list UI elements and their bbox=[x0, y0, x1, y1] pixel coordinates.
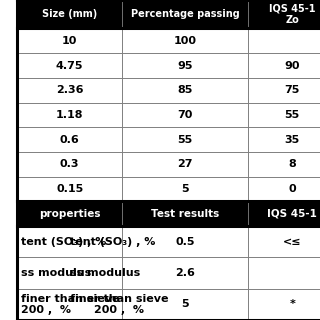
Bar bbox=[17, 226, 123, 257]
Bar bbox=[248, 289, 320, 320]
Bar bbox=[123, 53, 248, 78]
Text: 75: 75 bbox=[284, 85, 300, 95]
Text: 85: 85 bbox=[177, 85, 193, 95]
Bar bbox=[248, 257, 320, 289]
Text: 0.5: 0.5 bbox=[175, 237, 195, 247]
Text: 55: 55 bbox=[177, 135, 193, 145]
Bar bbox=[123, 127, 248, 152]
Bar bbox=[248, 28, 320, 53]
Text: *: * bbox=[289, 299, 295, 309]
Text: 5: 5 bbox=[181, 299, 189, 309]
Text: 0.15: 0.15 bbox=[56, 184, 83, 194]
Bar bbox=[17, 0, 123, 28]
Text: Size (mm): Size (mm) bbox=[42, 9, 97, 19]
Text: 70: 70 bbox=[177, 110, 193, 120]
Bar bbox=[248, 127, 320, 152]
Bar bbox=[17, 201, 123, 226]
Bar bbox=[123, 78, 248, 102]
Text: 10: 10 bbox=[62, 36, 77, 46]
Text: <≤: <≤ bbox=[283, 237, 302, 247]
Bar bbox=[123, 177, 248, 201]
Bar bbox=[123, 0, 248, 28]
Bar bbox=[17, 289, 123, 320]
Text: ss modulus: ss modulus bbox=[20, 268, 91, 278]
Text: properties: properties bbox=[39, 209, 100, 219]
Text: 1.18: 1.18 bbox=[56, 110, 84, 120]
Text: 0.3: 0.3 bbox=[60, 159, 79, 169]
Bar bbox=[17, 102, 123, 127]
Text: 4.75: 4.75 bbox=[56, 60, 84, 70]
Text: 100: 100 bbox=[173, 36, 196, 46]
Text: 0: 0 bbox=[288, 184, 296, 194]
Text: 90: 90 bbox=[284, 60, 300, 70]
Bar bbox=[248, 201, 320, 226]
Text: tent (SO₃) , %: tent (SO₃) , % bbox=[20, 237, 106, 247]
Text: 95: 95 bbox=[177, 60, 193, 70]
Text: 8: 8 bbox=[288, 159, 296, 169]
Text: ss modulus: ss modulus bbox=[70, 268, 140, 278]
Text: tent (SO₃) , %: tent (SO₃) , % bbox=[70, 237, 155, 247]
Text: 27: 27 bbox=[177, 159, 193, 169]
Bar bbox=[17, 127, 123, 152]
Text: 2.36: 2.36 bbox=[56, 85, 84, 95]
Bar bbox=[123, 226, 248, 257]
Text: IQS 45-1
Zo: IQS 45-1 Zo bbox=[269, 4, 316, 25]
Bar bbox=[17, 289, 123, 320]
Bar bbox=[17, 257, 123, 289]
Bar bbox=[17, 152, 123, 177]
Bar bbox=[123, 257, 248, 289]
Bar bbox=[123, 102, 248, 127]
Text: finer than sieve
200 ,  %: finer than sieve 200 , % bbox=[70, 293, 168, 315]
Bar bbox=[248, 0, 320, 28]
Bar bbox=[17, 28, 123, 53]
Text: 2.6: 2.6 bbox=[175, 268, 195, 278]
Bar bbox=[17, 226, 123, 257]
Bar bbox=[123, 152, 248, 177]
Bar bbox=[248, 78, 320, 102]
Bar bbox=[17, 257, 123, 289]
Text: Percentage passing: Percentage passing bbox=[131, 9, 239, 19]
Bar bbox=[123, 28, 248, 53]
Text: 35: 35 bbox=[285, 135, 300, 145]
Bar bbox=[17, 177, 123, 201]
Bar bbox=[248, 53, 320, 78]
Text: IQS 45-1: IQS 45-1 bbox=[267, 209, 317, 219]
Text: 0.6: 0.6 bbox=[60, 135, 80, 145]
Bar bbox=[17, 53, 123, 78]
Text: Test results: Test results bbox=[151, 209, 219, 219]
Bar bbox=[248, 177, 320, 201]
Bar bbox=[248, 152, 320, 177]
Bar bbox=[17, 78, 123, 102]
Bar bbox=[248, 102, 320, 127]
Text: 5: 5 bbox=[181, 184, 189, 194]
Text: 55: 55 bbox=[285, 110, 300, 120]
Bar bbox=[123, 289, 248, 320]
Text: finer than sieve
200 ,  %: finer than sieve 200 , % bbox=[20, 293, 119, 315]
Bar bbox=[123, 201, 248, 226]
Bar bbox=[248, 226, 320, 257]
